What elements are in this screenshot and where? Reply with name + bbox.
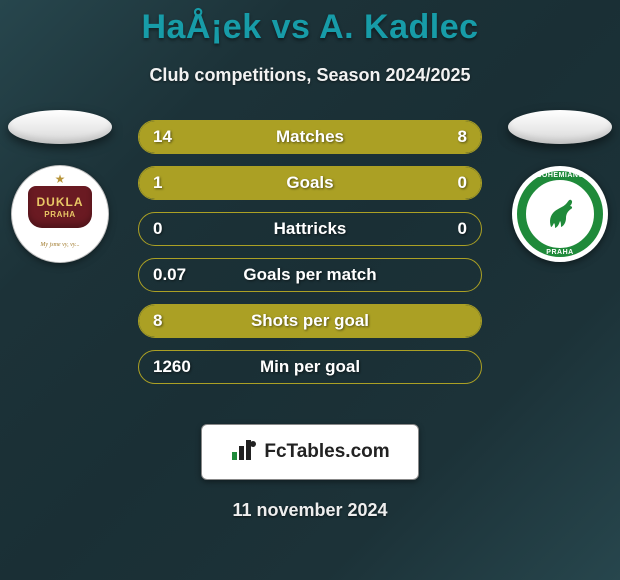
stat-row: 1260 Min per goal <box>138 350 482 384</box>
bohemians-text-top: BOHEMIANS <box>536 172 583 179</box>
team-badge-right: BOHEMIANS PRAHA <box>512 166 608 262</box>
right-side: BOHEMIANS PRAHA <box>508 110 612 262</box>
stat-row: 0.07 Goals per match <box>138 258 482 292</box>
stat-label: Goals <box>286 173 333 193</box>
stat-row: 1 0 Goals <box>138 166 482 200</box>
stat-row: 14 8 Matches <box>138 120 482 154</box>
stat-fill-left <box>139 167 406 199</box>
page-title: HaÅ¡ek vs A. Kadlec <box>0 0 620 47</box>
stat-value-left: 8 <box>153 311 162 331</box>
stat-value-left: 0 <box>153 219 162 239</box>
page-subtitle: Club competitions, Season 2024/2025 <box>0 65 620 86</box>
player-silhouette-left <box>8 110 112 144</box>
stat-label: Hattricks <box>274 219 347 239</box>
dukla-motto: My jsme vy, vy... <box>40 242 79 248</box>
stat-fill-right <box>406 167 481 199</box>
fctables-text: FcTables.com <box>264 441 389 463</box>
fctables-logo: FcTables.com <box>201 424 419 480</box>
bohemians-text-bottom: PRAHA <box>546 249 573 256</box>
stat-label: Matches <box>276 127 344 147</box>
stat-value-right: 8 <box>458 127 467 147</box>
team-badge-left: ★ DUKLA PRAHA My jsme vy, vy... <box>12 166 108 262</box>
kangaroo-icon <box>537 191 583 237</box>
stat-value-left: 14 <box>153 127 172 147</box>
stat-label: Min per goal <box>260 357 360 377</box>
bars-icon <box>230 438 258 467</box>
dukla-text-main: DUKLA <box>37 195 84 209</box>
bohemians-crest: BOHEMIANS PRAHA <box>517 171 603 257</box>
stat-value-left: 1 <box>153 173 162 193</box>
infographic-date: 11 november 2024 <box>0 500 620 521</box>
dukla-text-sub: PRAHA <box>44 210 75 219</box>
dukla-crest: ★ DUKLA PRAHA My jsme vy, vy... <box>12 166 108 262</box>
stat-row: 8 Shots per goal <box>138 304 482 338</box>
stat-value-right: 0 <box>458 219 467 239</box>
player-silhouette-right <box>508 110 612 144</box>
stat-value-left: 0.07 <box>153 265 186 285</box>
stat-label: Goals per match <box>243 265 376 285</box>
left-side: ★ DUKLA PRAHA My jsme vy, vy... <box>8 110 112 262</box>
stats-container: 14 8 Matches 1 0 Goals 0 0 Hattricks 0.07 Goals pe… <box>138 120 482 384</box>
dukla-ribbon: DUKLA PRAHA <box>28 186 92 228</box>
stat-value-left: 1260 <box>153 357 191 377</box>
star-icon: ★ <box>55 172 66 186</box>
stat-value-right: 0 <box>458 173 467 193</box>
stat-label: Shots per goal <box>251 311 369 331</box>
stat-row: 0 0 Hattricks <box>138 212 482 246</box>
